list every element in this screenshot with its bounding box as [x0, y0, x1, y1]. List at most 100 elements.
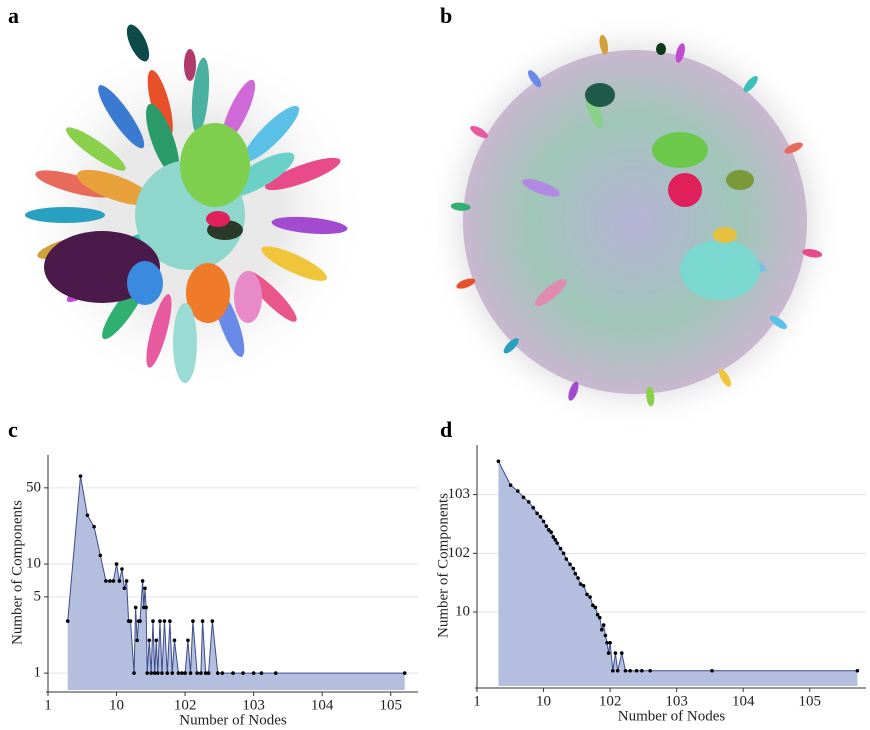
data-point: [603, 633, 608, 638]
network-shape: [180, 123, 250, 207]
data-point: [151, 619, 155, 623]
data-point: [215, 671, 220, 675]
data-point: [553, 538, 558, 542]
data-point: [203, 671, 208, 675]
data-point: [251, 671, 256, 675]
data-point: [143, 586, 147, 591]
network-shape: [261, 246, 328, 281]
panel-label: d: [440, 417, 452, 442]
data-point: [593, 605, 598, 610]
data-point: [108, 579, 112, 583]
data-point: [220, 671, 225, 675]
data-point: [183, 671, 187, 675]
data-point: [114, 562, 119, 566]
network-shape: [98, 85, 145, 149]
data-point: [191, 619, 195, 623]
data-point: [231, 671, 235, 675]
y-tick-label: 10: [26, 555, 41, 571]
data-point: [133, 605, 138, 610]
data-point: [535, 511, 539, 516]
data-point: [210, 619, 215, 623]
data-point: [160, 671, 164, 675]
data-point: [273, 671, 278, 675]
data-point: [149, 671, 153, 675]
data-point: [564, 557, 569, 561]
network-a: [10, 24, 370, 395]
data-point: [573, 571, 578, 576]
x-tick-label: 102: [174, 697, 197, 713]
network-shape: [234, 271, 262, 323]
data-point: [595, 612, 600, 617]
y-tick-label: 10: [455, 603, 470, 619]
network-shape: [599, 34, 609, 55]
data-point: [581, 583, 586, 588]
network-shape: [191, 57, 210, 134]
data-point: [128, 619, 133, 623]
data-point: [606, 651, 611, 655]
data-point: [158, 619, 162, 623]
data-point: [628, 668, 632, 673]
data-point: [640, 668, 644, 673]
network-shape: [146, 103, 180, 176]
data-point: [648, 668, 652, 673]
data-point: [576, 576, 580, 580]
area-fill: [498, 461, 858, 686]
network-shape: [646, 386, 655, 407]
x-tick-label: 10: [536, 693, 551, 709]
data-point: [561, 551, 566, 556]
data-point: [206, 671, 211, 675]
network-shape: [222, 79, 256, 142]
data-point: [608, 640, 612, 645]
data-point: [710, 668, 714, 673]
panel-label: b: [440, 3, 452, 28]
data-point: [124, 579, 129, 583]
data-point: [98, 553, 103, 558]
network-shape: [718, 368, 732, 387]
data-point: [147, 638, 152, 643]
data-point: [65, 619, 70, 623]
x-tick-label: 1: [44, 697, 52, 713]
network-shape: [77, 169, 153, 206]
data-point: [104, 579, 108, 583]
network-shape: [656, 43, 666, 55]
x-tick-label: 104: [732, 693, 755, 709]
data-point: [117, 579, 122, 583]
data-point: [120, 567, 124, 571]
y-tick-label: 50: [26, 479, 41, 495]
data-point: [588, 595, 592, 599]
panel-label: c: [8, 417, 18, 442]
network-shape: [184, 49, 196, 81]
data-point: [78, 474, 83, 478]
data-point: [526, 500, 531, 504]
data-point: [132, 671, 136, 675]
data-point: [568, 562, 572, 567]
data-point: [551, 535, 556, 539]
data-point: [188, 671, 193, 675]
data-point: [122, 586, 127, 591]
panel-label: a: [8, 3, 19, 28]
x-tick-label: 103: [242, 697, 265, 713]
data-point: [558, 546, 563, 551]
data-point: [521, 495, 526, 500]
x-tick-label: 104: [311, 697, 334, 713]
data-point: [241, 671, 245, 675]
data-point: [578, 582, 583, 586]
data-point: [199, 671, 203, 675]
data-point: [508, 483, 513, 487]
network-shape: [568, 381, 579, 401]
y-tick-label: 102: [448, 545, 471, 561]
network-shape: [450, 34, 823, 407]
data-point: [597, 615, 602, 620]
data-point: [402, 671, 407, 675]
network-b: [425, 12, 845, 432]
network-shape: [522, 178, 560, 197]
data-point: [555, 541, 559, 545]
data-point: [611, 668, 615, 673]
network-shape: [784, 142, 803, 154]
network-shape: [243, 105, 300, 162]
data-point: [605, 640, 609, 645]
data-point: [591, 603, 595, 608]
network-shape: [534, 279, 567, 307]
data-point: [111, 579, 116, 583]
data-point: [549, 530, 553, 534]
